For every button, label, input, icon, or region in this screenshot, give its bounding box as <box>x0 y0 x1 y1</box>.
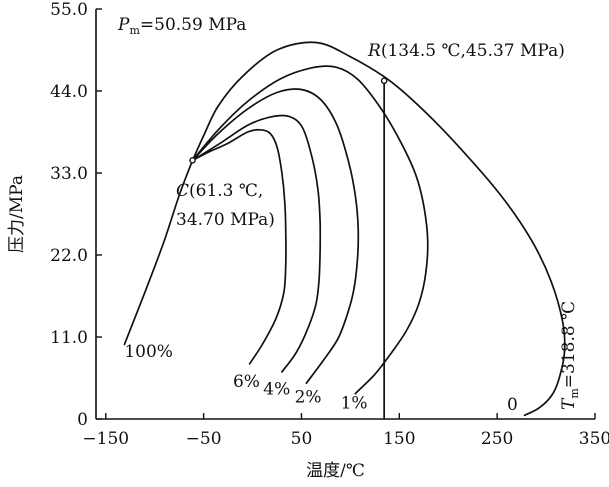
tm-symbol: T <box>559 397 579 410</box>
r-annotation: R(134.5 ℃,45.37 MPa) <box>367 41 565 61</box>
tm-subscript: m <box>568 388 581 399</box>
curve-100pct <box>123 159 194 346</box>
y-tick-label: 0 <box>77 410 88 430</box>
series-labels: 100% 6% 4% 2% 1% 0 <box>124 342 517 415</box>
r-text: (134.5 ℃,45.37 MPa) <box>381 41 565 61</box>
x-tick-label: −50 <box>186 429 222 449</box>
pm-annotation: Pm=50.59 MPa <box>117 15 246 37</box>
curve-4pct <box>191 114 322 373</box>
curves <box>123 41 566 417</box>
y-tick-label: 55.0 <box>50 0 88 20</box>
curve-1pct <box>191 65 429 395</box>
series-label-4pct: 4% <box>263 379 290 399</box>
c-symbol: C <box>176 181 189 201</box>
series-label-1pct: 1% <box>341 394 368 414</box>
r-symbol: R <box>367 41 381 61</box>
y-ticks: 0 11.0 22.0 33.0 44.0 55.0 <box>50 0 102 430</box>
x-tick-label: 350 <box>579 429 609 449</box>
axes <box>95 9 595 420</box>
series-label-0: 0 <box>507 395 518 415</box>
y-tick-label: 11.0 <box>50 328 88 348</box>
c-annotation-line2: 34.70 MPa) <box>176 210 275 230</box>
x-tick-label: 150 <box>383 429 415 449</box>
curve-6pct <box>191 128 287 365</box>
c-annotation-line1: C(61.3 ℃, <box>176 181 263 201</box>
point-R <box>380 77 388 85</box>
y-tick-label: 44.0 <box>50 82 88 102</box>
y-tick-label: 33.0 <box>50 164 88 184</box>
tm-annotation: Tm=318.8 ℃ <box>559 301 581 410</box>
series-label-2pct: 2% <box>295 388 322 408</box>
curve-0 <box>191 41 566 417</box>
pm-value: =50.59 MPa <box>140 15 247 35</box>
pm-subscript: m <box>129 24 140 37</box>
y-axis-title: 压力/MPa <box>7 175 27 253</box>
c-text-line1: (61.3 ℃, <box>189 181 263 201</box>
x-tick-label: −150 <box>82 429 129 449</box>
curve-2pct <box>191 88 360 385</box>
series-label-6pct: 6% <box>233 372 260 392</box>
point-C <box>189 157 196 164</box>
x-axis-title: 温度/℃ <box>306 461 365 481</box>
pm-symbol: P <box>117 15 130 35</box>
y-tick-label: 22.0 <box>50 246 88 266</box>
x-tick-label: 50 <box>291 429 313 449</box>
x-ticks: −150 −50 50 150 250 350 <box>82 413 609 449</box>
points <box>189 77 388 164</box>
tm-value: =318.8 ℃ <box>559 301 579 388</box>
series-label-100pct: 100% <box>124 342 173 362</box>
x-tick-label: 250 <box>481 429 513 449</box>
